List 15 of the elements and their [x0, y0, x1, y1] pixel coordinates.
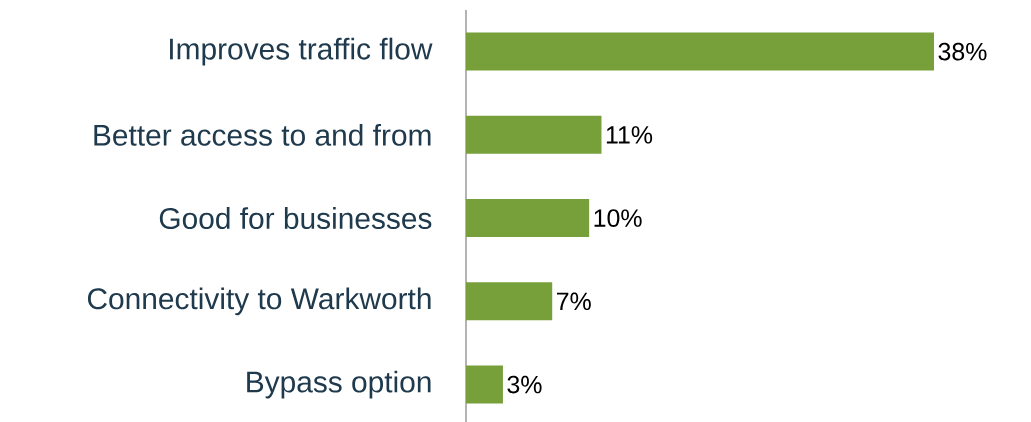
data-label: 11%: [606, 126, 653, 144]
data-label: 10%: [594, 209, 642, 227]
y-tick-label: Good for businesses: [159, 207, 432, 230]
bar: [466, 32, 934, 71]
y-tick-label: Improves traffic flow: [170, 37, 433, 66]
data-label: 38%: [938, 42, 987, 61]
data-label: 3%: [507, 375, 542, 394]
y-tick-label: Connectivity to Warkworth: [87, 287, 431, 316]
bar: [466, 115, 602, 154]
bar: [466, 199, 590, 238]
y-tick-label: Better access to and from: [94, 123, 431, 146]
bar: [466, 365, 503, 404]
data-label: 7%: [557, 292, 591, 311]
y-tick-label: Bypass option: [247, 370, 431, 399]
bar: [466, 282, 553, 321]
